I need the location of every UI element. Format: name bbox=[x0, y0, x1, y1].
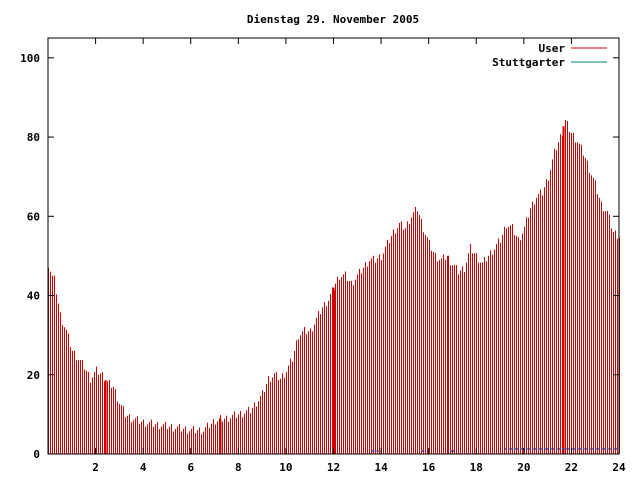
x-tick-label: 2 bbox=[92, 461, 99, 474]
x-tick-label: 8 bbox=[235, 461, 242, 474]
y-tick-label: 40 bbox=[27, 290, 40, 303]
x-tick-label: 14 bbox=[374, 461, 388, 474]
x-tick-label: 24 bbox=[612, 461, 626, 474]
user-bars bbox=[48, 119, 620, 454]
x-tick-label: 6 bbox=[187, 461, 194, 474]
y-tick-label: 80 bbox=[27, 131, 40, 144]
y-tick-label: 20 bbox=[27, 369, 40, 382]
x-tick-label: 18 bbox=[470, 461, 483, 474]
legend-label-user: User bbox=[539, 42, 566, 55]
legend-label-stuttgarter: Stuttgarter bbox=[492, 56, 565, 69]
y-tick-label: 60 bbox=[27, 210, 40, 223]
y-tick-label: 100 bbox=[20, 52, 40, 65]
y-tick-label: 0 bbox=[33, 448, 40, 461]
x-tick-label: 20 bbox=[517, 461, 530, 474]
x-tick-label: 22 bbox=[565, 461, 578, 474]
x-tick-label: 10 bbox=[279, 461, 292, 474]
x-tick-label: 4 bbox=[140, 461, 147, 474]
chart-title: Dienstag 29. November 2005 bbox=[247, 13, 419, 26]
legend: User Stuttgarter bbox=[492, 42, 607, 69]
x-tick-label: 16 bbox=[422, 461, 436, 474]
x-tick-label: 12 bbox=[327, 461, 340, 474]
